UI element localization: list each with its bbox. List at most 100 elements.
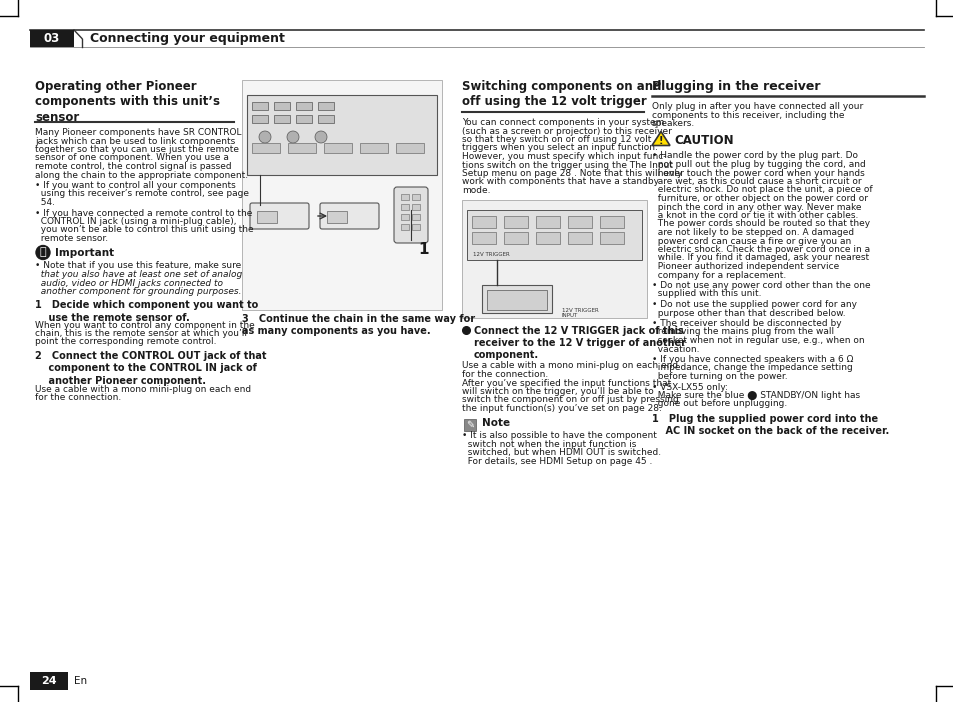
Text: tions switch on the trigger using the The Input: tions switch on the trigger using the Th… <box>461 161 672 169</box>
Bar <box>503 216 527 227</box>
Circle shape <box>36 246 50 260</box>
Text: Only plug in after you have connected all your: Only plug in after you have connected al… <box>651 102 862 111</box>
Text: • VSX-LX55 only:: • VSX-LX55 only: <box>651 383 727 392</box>
Text: are not likely to be stepped on. A damaged: are not likely to be stepped on. A damag… <box>651 228 853 237</box>
Text: will switch on the trigger, you’ll be able to: will switch on the trigger, you’ll be ab… <box>461 387 653 396</box>
Text: !: ! <box>659 135 662 145</box>
Text: you won’t be able to control this unit using the: you won’t be able to control this unit u… <box>35 225 253 234</box>
Text: When you want to control any component in the: When you want to control any component i… <box>35 321 254 329</box>
Text: chain, this is the remote sensor at which you’ll: chain, this is the remote sensor at whic… <box>35 329 247 338</box>
Text: mode.: mode. <box>461 186 490 195</box>
Text: audio, video or HDMI jacks connected to: audio, video or HDMI jacks connected to <box>35 279 223 288</box>
Text: vacation.: vacation. <box>651 345 699 354</box>
Text: Use a cable with a mono mini-plug on each end: Use a cable with a mono mini-plug on eac… <box>35 385 251 394</box>
Text: Operating other Pioneer
components with this unit’s
sensor: Operating other Pioneer components with … <box>35 80 220 124</box>
Text: • Do not use any power cord other than the one: • Do not use any power cord other than t… <box>651 281 870 290</box>
Text: En: En <box>74 676 87 686</box>
Text: are wet, as this could cause a short circuit or: are wet, as this could cause a short cir… <box>651 177 861 186</box>
Text: removing the mains plug from the wall: removing the mains plug from the wall <box>651 328 833 336</box>
Text: electric shock. Check the power cord once in a: electric shock. Check the power cord onc… <box>651 245 869 254</box>
Text: • It is also possible to have the component: • It is also possible to have the compon… <box>461 432 657 440</box>
Text: ⓘ: ⓘ <box>40 248 47 258</box>
Text: company for a replacement.: company for a replacement. <box>651 270 785 279</box>
Text: CONTROL IN jack (using a mini-plug cable),: CONTROL IN jack (using a mini-plug cable… <box>35 217 236 226</box>
Bar <box>327 211 347 223</box>
Text: Connect the 12 V TRIGGER jack of this
receiver to the 12 V trigger of another
co: Connect the 12 V TRIGGER jack of this re… <box>474 326 685 360</box>
Text: while. If you find it damaged, ask your nearest: while. If you find it damaged, ask your … <box>651 253 868 263</box>
FancyBboxPatch shape <box>394 187 428 243</box>
Bar <box>395 143 423 153</box>
Text: 1   Decide which component you want to
    use the remote sensor of.: 1 Decide which component you want to use… <box>35 300 258 323</box>
Bar <box>599 216 623 227</box>
Text: pinch the cord in any other way. Never make: pinch the cord in any other way. Never m… <box>651 202 861 211</box>
Text: (such as a screen or projector) to this receiver: (such as a screen or projector) to this … <box>461 126 671 135</box>
Bar <box>30 30 74 47</box>
Bar <box>536 232 559 244</box>
Text: Plugging in the receiver: Plugging in the receiver <box>651 80 820 93</box>
Text: switch not when the input function is: switch not when the input function is <box>461 440 636 449</box>
Text: The power cords should be routed so that they: The power cords should be routed so that… <box>651 220 869 228</box>
Text: Switching components on and
off using the 12 volt trigger: Switching components on and off using th… <box>461 80 660 109</box>
Bar <box>324 143 352 153</box>
Text: so that they switch on or off using 12 volt: so that they switch on or off using 12 v… <box>461 135 651 144</box>
Text: supplied with this unit.: supplied with this unit. <box>651 289 760 298</box>
Text: 1   Plug the supplied power cord into the
    AC IN socket on the back of the re: 1 Plug the supplied power cord into the … <box>651 414 888 437</box>
Bar <box>274 102 290 110</box>
Text: Important: Important <box>55 249 114 258</box>
Text: electric shock. Do not place the unit, a piece of: electric shock. Do not place the unit, a… <box>651 185 872 194</box>
Bar <box>472 232 496 244</box>
Text: the input function(s) you’ve set on page 28.: the input function(s) you’ve set on page… <box>461 404 661 413</box>
Bar <box>317 102 334 110</box>
Bar <box>288 143 315 153</box>
Text: socket when not in regular use, e.g., when on: socket when not in regular use, e.g., wh… <box>651 336 863 345</box>
Circle shape <box>314 131 327 143</box>
Text: Use a cable with a mono mini-plug on each end: Use a cable with a mono mini-plug on eac… <box>461 362 678 371</box>
Bar <box>400 204 409 210</box>
Text: • If you have connected speakers with a 6 Ω: • If you have connected speakers with a … <box>651 355 853 364</box>
Text: gone out before unplugging.: gone out before unplugging. <box>651 399 786 409</box>
Text: 1: 1 <box>418 242 429 258</box>
Text: sensor of one component. When you use a: sensor of one component. When you use a <box>35 154 229 162</box>
Text: • Handle the power cord by the plug part. Do: • Handle the power cord by the plug part… <box>651 152 857 161</box>
Text: jacks which can be used to link components: jacks which can be used to link componen… <box>35 136 235 145</box>
Text: 24: 24 <box>41 676 57 686</box>
Text: 03: 03 <box>44 32 60 45</box>
Text: switched, but when HDMI OUT is switched.: switched, but when HDMI OUT is switched. <box>461 449 660 458</box>
Text: 12V TRIGGER
INPUT: 12V TRIGGER INPUT <box>561 307 598 318</box>
Text: impedance, change the impedance setting: impedance, change the impedance setting <box>651 364 852 373</box>
Text: Make sure the blue ⬤ STANDBY/ON light has: Make sure the blue ⬤ STANDBY/ON light ha… <box>651 391 860 400</box>
Text: along the chain to the appropriate component.: along the chain to the appropriate compo… <box>35 171 248 180</box>
Bar <box>359 143 388 153</box>
Text: 2   Connect the CONTROL OUT jack of that
    component to the CONTROL IN jack of: 2 Connect the CONTROL OUT jack of that c… <box>35 351 266 386</box>
Bar <box>317 115 334 123</box>
Bar <box>463 418 476 430</box>
Bar <box>30 672 68 690</box>
Text: using this receiver’s remote control, see page: using this receiver’s remote control, se… <box>35 190 249 199</box>
Bar <box>274 115 290 123</box>
Text: speakers.: speakers. <box>651 119 695 128</box>
Text: Pioneer authorized independent service: Pioneer authorized independent service <box>651 262 839 271</box>
Text: You can connect components in your system: You can connect components in your syste… <box>461 118 663 127</box>
Text: a knot in the cord or tie it with other cables.: a knot in the cord or tie it with other … <box>651 211 858 220</box>
Bar <box>567 216 592 227</box>
Bar <box>567 232 592 244</box>
Text: For details, see HDMI Setup on page 45 .: For details, see HDMI Setup on page 45 . <box>461 457 652 466</box>
Bar <box>536 216 559 227</box>
Bar <box>400 224 409 230</box>
Text: • The receiver should be disconnected by: • The receiver should be disconnected by <box>651 319 841 328</box>
Text: 12V TRIGGER: 12V TRIGGER <box>473 251 509 256</box>
Text: Many Pioneer components have  SR CONTROL: Many Pioneer components have SR CONTROL <box>35 128 241 137</box>
Bar <box>412 194 419 200</box>
Text: furniture, or other object on the power cord or: furniture, or other object on the power … <box>651 194 867 203</box>
Text: triggers when you select an input function.: triggers when you select an input functi… <box>461 143 658 152</box>
Text: However, you must specify which input func-: However, you must specify which input fu… <box>461 152 666 161</box>
Text: Setup menu on page 28 . Note that this will only: Setup menu on page 28 . Note that this w… <box>461 169 681 178</box>
Text: another component for grounding purposes.: another component for grounding purposes… <box>35 287 241 296</box>
Bar <box>481 284 552 312</box>
Text: • If you want to control all your components: • If you want to control all your compon… <box>35 181 235 190</box>
Text: switch the component on or off just by pressing: switch the component on or off just by p… <box>461 395 678 404</box>
Bar <box>295 115 312 123</box>
Text: work with components that have a standby: work with components that have a standby <box>461 178 659 187</box>
Polygon shape <box>651 131 669 145</box>
Bar <box>467 209 641 260</box>
